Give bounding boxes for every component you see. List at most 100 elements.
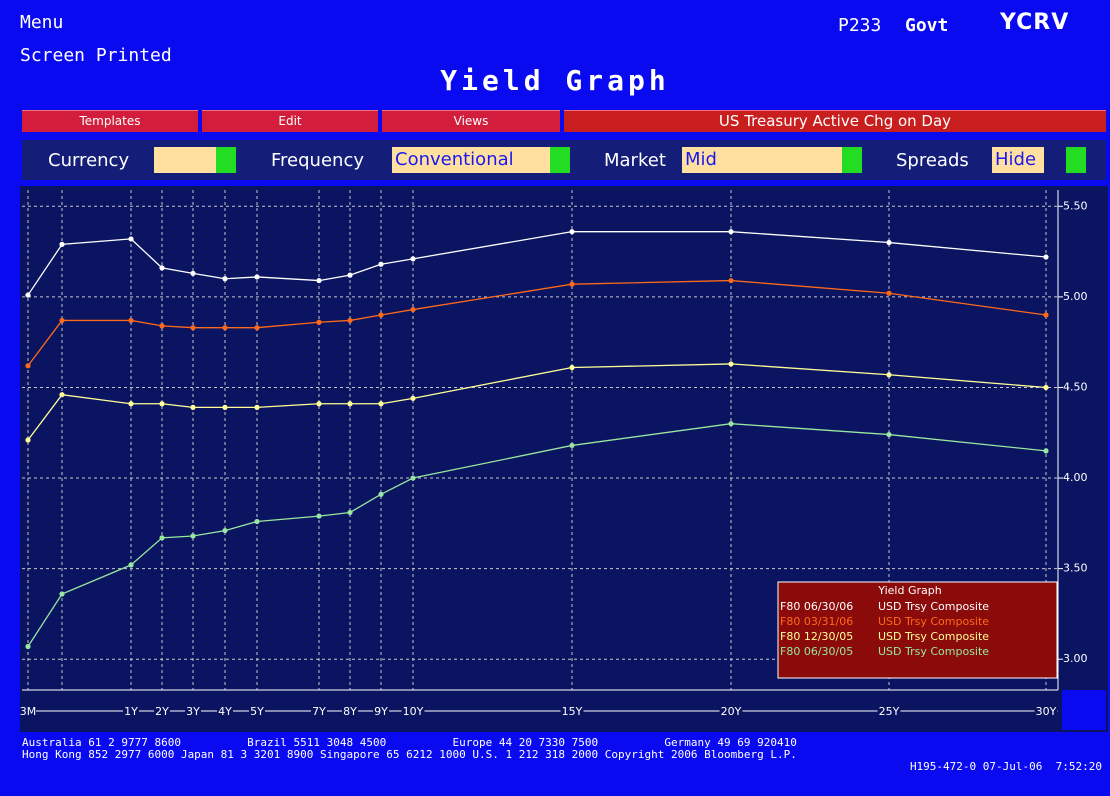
data-point: [128, 562, 134, 568]
data-point: [222, 527, 228, 534]
filter-label: Currency: [48, 150, 130, 171]
data-point: [728, 277, 734, 284]
data-point: [59, 591, 65, 597]
y-tick-label: 4.00: [1063, 471, 1088, 484]
x-tick-label: 5Y: [250, 705, 264, 718]
data-point: [159, 323, 165, 329]
dropdown[interactable]: [550, 147, 570, 173]
data-point: [728, 229, 734, 235]
data-point: [254, 404, 260, 410]
legend-source: USD Trsy Composite: [878, 645, 989, 658]
data-point: [190, 533, 196, 539]
data-point: [190, 325, 196, 331]
filter-label: Frequency: [271, 150, 364, 171]
x-tick-label: 15Y: [562, 705, 583, 718]
filter-field[interactable]: Mid: [682, 147, 842, 173]
legend-entry: F80 12/30/05: [780, 630, 853, 643]
legend-source: USD Trsy Composite: [878, 630, 989, 643]
legend-entry: F80 03/31/06: [780, 615, 853, 628]
data-point: [378, 491, 384, 497]
data-point: [222, 276, 228, 282]
data-point: [886, 239, 892, 246]
dropdown[interactable]: [1066, 147, 1086, 173]
data-point: [728, 421, 734, 427]
data-point: [128, 401, 134, 407]
data-point: [190, 270, 196, 276]
status-bar: US Treasury Active Chg on Day: [564, 110, 1106, 132]
data-point: [222, 325, 228, 331]
x-label-bg: [719, 704, 743, 718]
data-point: [728, 361, 734, 367]
data-point: [159, 535, 165, 541]
data-point: [25, 437, 31, 443]
data-point: [569, 229, 575, 235]
dropdown[interactable]: [842, 147, 862, 173]
x-tick-label: 3Y: [186, 705, 200, 718]
filter-label: Spreads: [896, 150, 969, 171]
edit-button[interactable]: Edit: [202, 110, 378, 132]
data-point: [316, 401, 322, 407]
x-label-bg: [185, 704, 201, 718]
data-point: [410, 395, 416, 401]
data-point: [1043, 384, 1049, 391]
page-code: P233: [838, 15, 882, 36]
x-label-bg: [877, 704, 901, 718]
data-point: [886, 290, 892, 296]
footer-line: Australia 61 2 9777 8600 Brazil 5511 304…: [22, 736, 797, 749]
data-point: [159, 265, 165, 271]
x-tick-label: 3M: [20, 705, 37, 718]
footer-line: Hong Kong 852 2977 6000 Japan 81 3 3201 …: [22, 748, 797, 761]
legend: [777, 581, 1058, 679]
x-label-bg: [217, 704, 233, 718]
data-point: [254, 518, 260, 525]
filter-field[interactable]: Conventional: [392, 147, 550, 173]
data-point: [316, 277, 322, 284]
dropdown[interactable]: [216, 147, 236, 173]
data-point: [410, 475, 416, 481]
data-point: [410, 306, 416, 313]
x-label-bg: [1034, 704, 1058, 718]
data-point: [569, 442, 575, 449]
views-button[interactable]: Views: [382, 110, 560, 132]
data-point: [378, 261, 384, 267]
filter-label: Market: [604, 150, 666, 171]
x-tick-label: 30Y: [1036, 705, 1057, 718]
data-point: [347, 272, 353, 278]
x-tick-label: 2Y: [155, 705, 169, 718]
y-tick-label: 5.50: [1063, 199, 1088, 212]
filter-field[interactable]: [154, 147, 216, 173]
data-point: [1043, 312, 1049, 318]
data-point: [159, 401, 165, 407]
x-label-bg: [154, 704, 170, 718]
x-label-bg: [342, 704, 358, 718]
status-text: Screen Printed: [20, 45, 172, 66]
data-point: [347, 401, 353, 407]
x-label-bg: [373, 704, 389, 718]
x-label-bg: [249, 704, 265, 718]
menu[interactable]: Menu: [20, 12, 64, 33]
filter-field[interactable]: Hide: [992, 147, 1044, 173]
page-title: Yield Graph: [440, 64, 670, 97]
function-code: YCRV: [1000, 10, 1070, 35]
data-point: [222, 404, 228, 410]
data-point: [128, 236, 134, 242]
x-tick-label: 8Y: [343, 705, 357, 718]
data-point: [410, 256, 416, 262]
x-tick-label: 9Y: [374, 705, 388, 718]
y-tick-label: 4.50: [1063, 380, 1088, 393]
data-point: [347, 509, 353, 516]
data-point: [569, 281, 575, 287]
templates-button[interactable]: Templates: [22, 110, 198, 132]
data-point: [378, 312, 384, 318]
legend-title: Yield Graph: [877, 584, 941, 597]
data-point: [190, 404, 196, 410]
data-point: [1043, 448, 1049, 454]
data-point: [128, 317, 134, 324]
x-tick-label: 4Y: [218, 705, 232, 718]
x-label-bg: [311, 704, 327, 718]
legend-entry: F80 06/30/05: [780, 645, 853, 658]
data-point: [316, 319, 322, 325]
data-point: [347, 317, 353, 324]
